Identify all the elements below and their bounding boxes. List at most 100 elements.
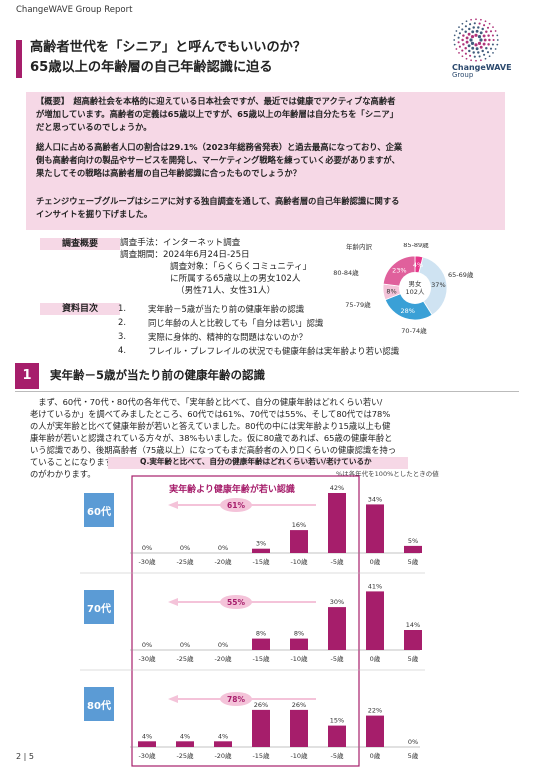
logo-dot [496, 34, 499, 37]
section-number-badge: 1 [15, 363, 39, 389]
bar [290, 638, 308, 650]
summary-p1-line: が増加しています。高齢者の定義は65歳以上ですが、65歳以上の年齢層は自分たちを… [36, 109, 399, 119]
bar [138, 741, 156, 747]
pie-slice-label: 75-79歳 [345, 300, 371, 309]
logo-dot [475, 47, 479, 51]
bar-value-label: 26% [254, 701, 268, 709]
logo-dot [486, 26, 490, 29]
bar-value-label: 14% [406, 621, 420, 629]
logo-dot [464, 46, 467, 50]
section-body-line: いう認識であり、後期高齢者（75歳以上）になってもまだ高齢者の入り口くらいの健康… [30, 445, 397, 455]
x-tick-label: -15歳 [252, 751, 270, 760]
young-range-frame [131, 475, 360, 767]
logo-dot [478, 55, 481, 58]
age-group-label: 80代 [87, 699, 111, 712]
summary-paragraph-1: 【概要】 超高齢社会を本格的に迎えている日本社会ですが、最近では健康でアクティブ… [36, 95, 504, 134]
x-tick-label: 0歳 [370, 751, 381, 760]
bar-value-label: 15% [330, 717, 344, 725]
logo-dot [480, 18, 482, 21]
logo-dot [461, 38, 464, 42]
logo-dot [473, 55, 476, 58]
logo-dot [487, 34, 490, 37]
young-total-badge [220, 498, 252, 512]
young-range-arrowhead [168, 598, 178, 606]
logo-dot [479, 38, 483, 42]
logo-dot [457, 36, 460, 39]
logo-dot [485, 46, 488, 50]
x-tick-label: -15歳 [252, 557, 270, 566]
pie-title: 年齢内訳 [346, 243, 373, 251]
bar [404, 545, 422, 553]
logo-dot [473, 22, 476, 25]
summary-box [26, 92, 505, 230]
bar [328, 493, 346, 553]
logo-dot [475, 18, 477, 21]
logo-dot [458, 26, 460, 28]
x-tick-label: -30歳 [138, 654, 156, 663]
summary-p2-line: 側も高齢者向けの製品やサービスを開発し、マーケティング戦略を練っていく必要があり… [36, 155, 400, 165]
logo-dot [489, 47, 493, 50]
x-tick-label: 5歳 [408, 557, 419, 566]
bar [366, 591, 384, 650]
section-body-line: まず、60代・70代・80代の各年代で、「実年齢と比べて、自分の健康年齢はどれく… [30, 397, 383, 407]
logo-dot [487, 43, 490, 46]
young-range-arrowhead [168, 501, 178, 509]
bar-value-label: 26% [292, 701, 306, 709]
pie-slice-percent: 37% [431, 281, 445, 289]
logo-dot [478, 22, 481, 25]
age-group-box [84, 493, 114, 527]
bar [176, 741, 194, 747]
pie-slice-percent: 8% [386, 288, 396, 296]
x-tick-label: -20歳 [214, 751, 232, 760]
brand-sub: Group [452, 71, 474, 79]
summary-paragraph-3: チェンジウェーブグループはシニアに対する独自調査を通して、高齢者層の自己年齢認識… [36, 195, 504, 221]
pie-slice-percent: 4% [413, 261, 423, 269]
age-group-box [84, 590, 114, 624]
toc-item-3: 実際に身体的、精神的な問題はないのか？ [148, 332, 308, 342]
section-body-line: の人が実年齢と比べて健康年齢が若いと答えていました。80代の中には実年齢より15… [30, 421, 391, 431]
logo-dot [484, 57, 487, 60]
logo-dot [491, 43, 494, 46]
toc-item-4: フレイル・プレフレイルの状況でも健康年齢は実年齢より若い認識 [148, 346, 400, 356]
x-tick-label: 0歳 [370, 654, 381, 663]
pie-slice-percent: 28% [400, 307, 414, 315]
logo-dot [471, 46, 475, 50]
logo-dot [461, 28, 464, 31]
x-tick-label: -10歳 [290, 751, 308, 760]
young-total-label: 55% [227, 598, 245, 607]
x-tick-label: -25歳 [176, 654, 194, 663]
x-tick-label: -30歳 [138, 751, 156, 760]
x-tick-label: -20歳 [214, 557, 232, 566]
logo-dot [475, 29, 479, 33]
brand-name: ChangeWAVE [452, 63, 512, 72]
pie-hole [399, 272, 431, 304]
bar [328, 607, 346, 650]
x-tick-label: -20歳 [214, 654, 232, 663]
logo-dot [474, 43, 478, 47]
logo-dot [492, 26, 494, 28]
summary-p1-line: 【概要】 超高齢社会を本格的に迎えている日本社会ですが、最近では健康でアクティブ… [36, 96, 396, 106]
toc-item-2: 同じ年齢の人と比較しても「自分は若い」認識 [148, 318, 324, 328]
age-group-label: 60代 [87, 505, 111, 518]
logo-dot [485, 30, 488, 34]
pie-center-line1: 男女 [409, 279, 423, 288]
chart-question-band [108, 457, 408, 469]
summary-p1-line: だと思っているのでしょうか。 [36, 122, 152, 132]
report-label: ChangeWAVE Group Report [16, 5, 133, 15]
summary-paragraph-2: 総人口に占める高齢者人口の割合は29.1%（2023年総務省発表）と過去最高にな… [36, 141, 504, 180]
logo-dot [468, 27, 471, 31]
logo-dot [469, 38, 473, 42]
bar-value-label: 16% [292, 521, 306, 529]
logo-dot [461, 49, 464, 52]
x-tick-label: -5歳 [331, 654, 344, 663]
logo-dot [480, 59, 482, 62]
pie-slice-label: 65-69歳 [448, 270, 474, 279]
pie-center-line2: 102人 [406, 288, 425, 296]
logo-dot [465, 20, 468, 23]
x-tick-label: -10歳 [290, 557, 308, 566]
bar-value-label: 0% [180, 544, 190, 552]
young-range-label: 実年齢より健康年齢が若い認識 [169, 483, 295, 495]
logo-dot [467, 32, 471, 36]
bar-value-label: 34% [368, 495, 382, 503]
pie-slice-label: 80-84歳 [333, 268, 359, 277]
